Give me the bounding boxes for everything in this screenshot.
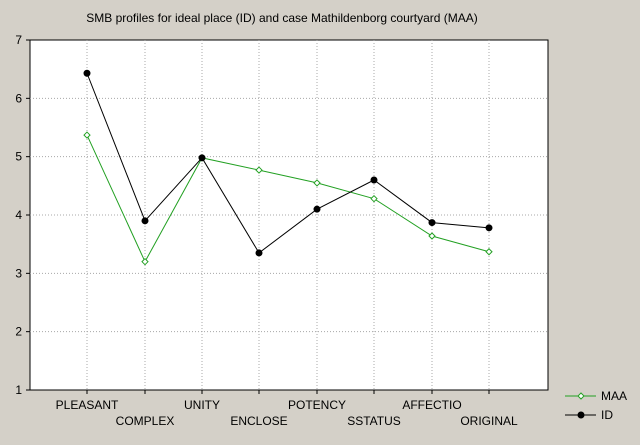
data-point-maa [83,131,91,139]
data-point-maa [313,179,321,187]
y-tick-label: 5 [15,150,22,164]
data-point-id [485,224,493,232]
x-tick-label: ORIGINAL [460,414,518,428]
data-point-id [370,176,378,184]
series-layer [83,69,493,266]
y-axis: 1 2 3 4 5 6 7 [15,33,30,397]
x-tick-label: UNITY [184,398,220,412]
data-point-id [198,154,206,162]
data-point-maa [485,248,493,256]
data-point-id [428,219,436,227]
legend-item-maa: MAA [565,389,627,403]
y-tick-label: 3 [15,266,22,280]
legend: MAA ID [565,389,627,422]
x-axis: PLEASANT COMPLEX UNITY ENCLOSEPOTENCYSSTATU… [56,390,518,428]
series-maa [83,131,493,266]
data-point-id [255,249,263,257]
x-tick-label: ENCLOSE [230,414,287,428]
data-point-id [313,205,321,213]
y-tick-label: 7 [15,33,22,47]
legend-marker [577,411,585,419]
y-tick-label: 2 [15,325,22,339]
data-point-id [141,217,149,225]
series-id [83,69,493,257]
data-point-maa [255,166,263,174]
gridlines [30,40,548,390]
y-tick-label: 1 [15,383,22,397]
legend-label: ID [601,408,613,422]
data-point-id [83,69,91,77]
x-tick-label: SSTATUS [347,414,401,428]
y-tick-label: 6 [15,91,22,105]
x-tick-label: PLEASANT [56,398,119,412]
chart-title: SMB profiles for ideal place (ID) and ca… [86,11,478,25]
data-point-maa [141,257,149,266]
y-tick-label: 4 [15,208,22,222]
x-tick-label: POTENCY [288,398,346,412]
legend-item-id: ID [565,408,613,422]
legend-marker [577,392,585,400]
data-point-maa [370,194,378,203]
series-line-id [86,73,490,254]
x-tick-label: COMPLEX [116,414,175,428]
data-point-maa [428,232,436,240]
legend-label: MAA [601,389,627,403]
series-line-maa [86,134,490,263]
x-tick-label: AFFECTIO [402,398,461,412]
